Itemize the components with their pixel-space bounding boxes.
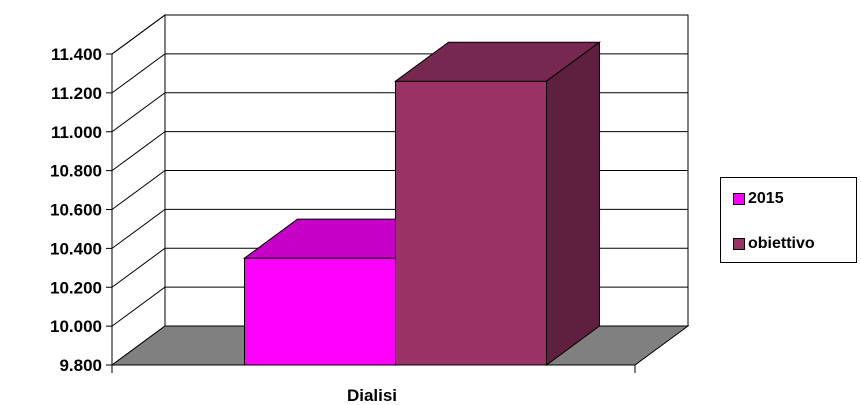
bar-obiettivo (393, 41, 602, 366)
y-tick-label: 10.200 (50, 278, 102, 297)
legend-swatch-obiettivo (733, 238, 745, 250)
y-tick-label: 10.800 (50, 162, 102, 181)
y-tick-label: 9.800 (59, 356, 102, 375)
legend-item-obiettivo: obiettivo (733, 235, 815, 253)
bar-front-2015 (244, 257, 396, 366)
legend-item-2015: 2015 (733, 190, 784, 208)
legend-label-2015: 2015 (748, 190, 784, 207)
legend-label-obiettivo: obiettivo (748, 235, 815, 252)
category-label-dialisi: Dialisi (347, 386, 397, 405)
gridline (111, 14, 688, 55)
legend-swatch-2015 (733, 193, 745, 205)
y-tick-label: 10.000 (50, 317, 102, 336)
y-tick-labels: 9.800 10.000 10.200 10.400 10.600 10.800 11.00… (50, 45, 102, 375)
y-tick-label: 11.200 (51, 84, 102, 103)
y-tick-label: 10.600 (50, 201, 102, 220)
bar-side-obiettivo (546, 41, 600, 366)
legend: 2015 obiettivo (720, 177, 857, 263)
bars (242, 41, 602, 366)
axes (106, 53, 636, 373)
y-tick-label: 11.000 (51, 123, 102, 142)
y-tick-label: 11.400 (51, 45, 102, 64)
y-tick-label: 10.400 (50, 239, 102, 258)
bar-front-obiettivo (395, 80, 547, 366)
